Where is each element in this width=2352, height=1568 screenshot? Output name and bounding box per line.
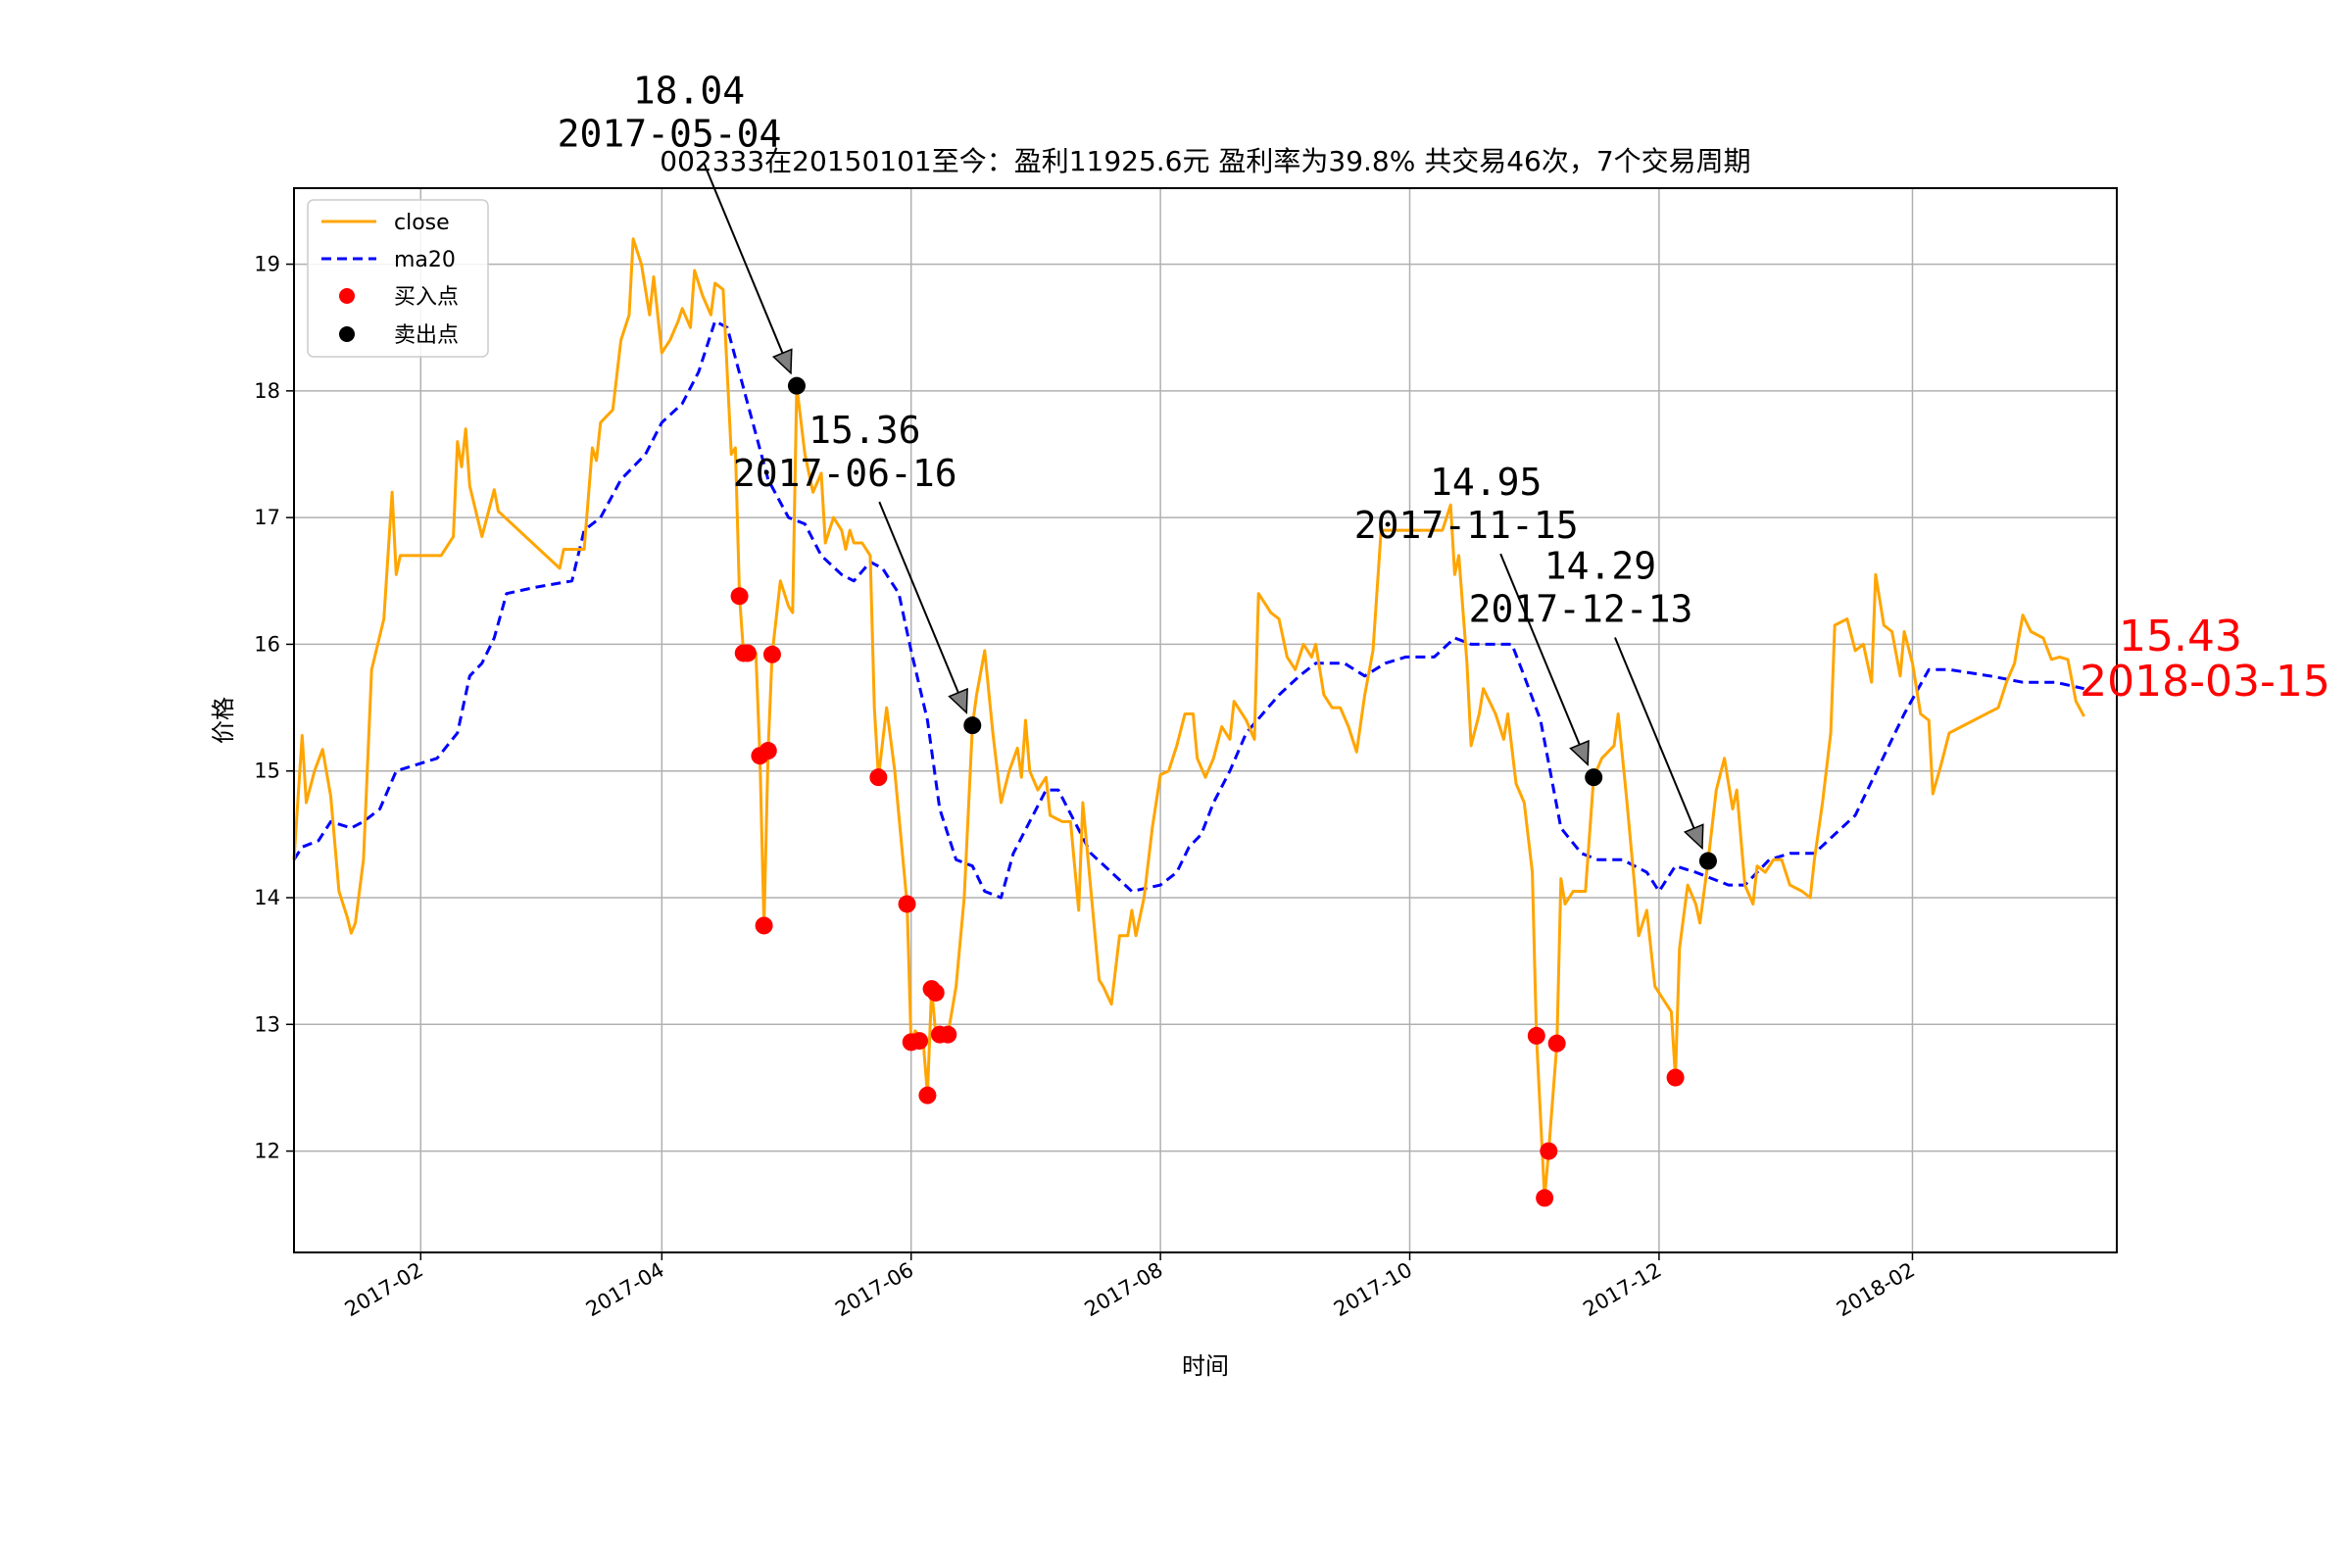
y-tick-label: 12 bbox=[254, 1140, 280, 1163]
buy-point bbox=[759, 742, 777, 760]
close-line bbox=[292, 237, 2085, 1200]
y-tick-label: 17 bbox=[254, 506, 280, 529]
buy-point bbox=[1536, 1189, 1554, 1207]
annotation-value: 18.04 bbox=[633, 70, 745, 113]
legend: close ma20 买入点 卖出点 bbox=[307, 199, 489, 358]
buy-point bbox=[898, 895, 916, 913]
y-axis-label: 价格 bbox=[210, 697, 237, 744]
buy-point bbox=[869, 768, 888, 787]
close-series bbox=[292, 237, 2085, 1200]
legend-buy-label: 买入点 bbox=[394, 285, 459, 310]
legend-ma20-label: ma20 bbox=[394, 248, 456, 272]
annotation-value: 14.29 bbox=[1544, 545, 1656, 588]
legend-sell-swatch bbox=[339, 326, 355, 342]
ma20-line bbox=[292, 319, 2084, 900]
annotation-arrow-shaft bbox=[703, 162, 792, 374]
buy-point bbox=[1547, 1034, 1566, 1053]
x-axis-label: 时间 bbox=[1182, 1352, 1229, 1380]
buy-point bbox=[910, 1032, 929, 1051]
legend-close-label: close bbox=[394, 211, 450, 235]
plot-frame bbox=[293, 187, 2118, 1253]
grid bbox=[294, 188, 2117, 1252]
buy-point bbox=[738, 644, 757, 662]
annotation-value: 15.36 bbox=[808, 409, 920, 452]
annotation-value: 14.95 bbox=[1430, 461, 1542, 504]
last-price-value: 15.43 bbox=[2119, 612, 2242, 662]
buy-point bbox=[926, 983, 945, 1002]
sell-point bbox=[963, 716, 982, 735]
legend-box bbox=[307, 199, 489, 358]
y-tick-label: 19 bbox=[254, 253, 280, 276]
ma20-series bbox=[292, 319, 2084, 900]
last-price-annotation: 15.43 2018-03-15 bbox=[2080, 612, 2330, 707]
legend-sell-label: 卖出点 bbox=[394, 323, 459, 348]
buy-point bbox=[918, 1086, 937, 1104]
y-tick-label: 15 bbox=[254, 760, 280, 783]
sell-point bbox=[787, 376, 806, 395]
chart-title: 002333在20150101至今：盈利11925.6元 盈利率为39.8% 共… bbox=[660, 145, 1750, 177]
buy-point bbox=[1666, 1068, 1685, 1087]
buy-point bbox=[939, 1025, 957, 1044]
y-tick-label: 13 bbox=[254, 1012, 280, 1036]
annotation-arrow-head bbox=[948, 687, 968, 714]
sell-point bbox=[1698, 852, 1717, 870]
annotation-arrow-shaft bbox=[1614, 637, 1703, 849]
annotation-date: 2017-11-15 bbox=[1354, 504, 1579, 547]
annotation-arrow-shaft bbox=[1499, 553, 1590, 765]
last-price-date: 2018-03-15 bbox=[2080, 657, 2330, 707]
y-tick-label: 18 bbox=[254, 379, 280, 403]
annotation-date: 2017-12-13 bbox=[1469, 588, 1693, 631]
y-tick-label: 14 bbox=[254, 886, 280, 909]
sell-point bbox=[1585, 768, 1603, 787]
y-tick-label: 16 bbox=[254, 632, 280, 656]
annotation-arrow-shaft bbox=[878, 501, 968, 713]
buy-point bbox=[762, 645, 781, 663]
annotation-arrow-head bbox=[771, 348, 793, 375]
legend-buy-swatch bbox=[339, 288, 355, 304]
buy-point bbox=[730, 587, 749, 606]
buy-point bbox=[1527, 1026, 1545, 1045]
buy-points bbox=[730, 587, 1685, 1207]
annotation-date: 2017-06-16 bbox=[733, 452, 957, 495]
buy-point bbox=[755, 916, 773, 935]
y-axis: 12 13 14 15 16 17 18 19 bbox=[254, 253, 294, 1163]
sell-points bbox=[787, 376, 1717, 870]
annotation-date: 2017-05-04 bbox=[558, 113, 782, 156]
annotation-arrow-head bbox=[1569, 739, 1590, 766]
buy-point bbox=[1540, 1142, 1558, 1160]
annotation-arrow-head bbox=[1683, 823, 1704, 851]
